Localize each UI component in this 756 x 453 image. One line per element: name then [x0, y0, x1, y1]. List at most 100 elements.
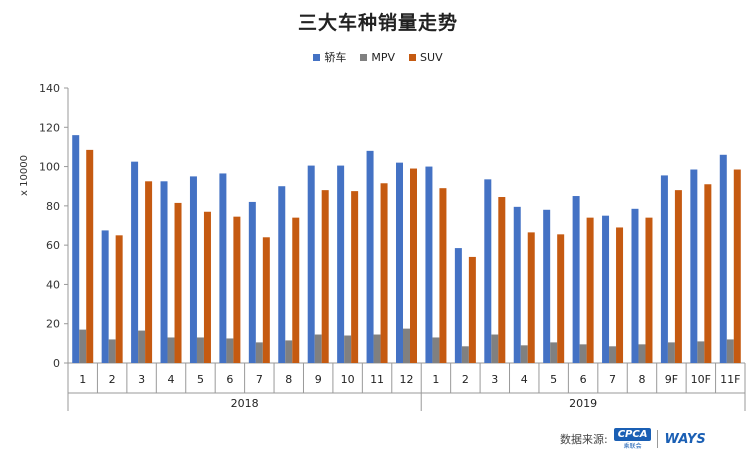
source-footer: 数据来源: CPCA 乘联会 WAYS	[560, 428, 706, 450]
legend-swatch-mpv	[360, 53, 368, 61]
legend-item-sedan: 轿车	[313, 49, 346, 65]
x-tick-label: 9F	[665, 373, 678, 386]
bar-suv	[498, 197, 506, 363]
x-tick-label: 1	[432, 373, 439, 386]
bar-suv	[115, 235, 123, 363]
bar-mpv	[108, 339, 116, 363]
bar-suv	[704, 184, 712, 363]
bar-suv	[292, 217, 300, 363]
legend: 轿车 MPV SUV	[0, 49, 756, 65]
bar-mpv	[226, 338, 234, 363]
x-tick-label: 11F	[720, 373, 740, 386]
bar-suv	[380, 183, 388, 363]
bar-sedan	[484, 179, 492, 363]
x-tick-label: 2	[462, 373, 469, 386]
bar-mpv	[373, 334, 381, 363]
bar-sedan	[602, 215, 610, 363]
bar-sedan	[248, 201, 256, 363]
bar-suv	[203, 211, 211, 363]
bar-mpv	[638, 344, 646, 363]
bar-suv	[616, 227, 624, 363]
bar-mpv	[403, 328, 410, 363]
bar-suv	[674, 190, 682, 363]
bar-mpv	[520, 345, 528, 363]
cpca-logo: CPCA 乘联会	[613, 428, 652, 450]
bar-mpv	[138, 330, 146, 363]
y-tick-label: 40	[46, 278, 60, 291]
x-tick-label: 10F	[691, 373, 711, 386]
bar-mpv	[667, 342, 675, 363]
bar-suv	[468, 256, 476, 363]
bar-sedan	[278, 186, 286, 363]
legend-item-suv: SUV	[409, 51, 443, 64]
x-group-label: 2018	[231, 397, 259, 410]
bar-mpv	[344, 335, 352, 363]
y-tick-label: 0	[53, 357, 60, 370]
x-tick-label: 5	[550, 373, 557, 386]
bar-suv	[645, 217, 653, 363]
y-tick-label: 60	[46, 239, 60, 252]
bar-suv	[145, 181, 153, 363]
bar-mpv	[285, 340, 293, 363]
bar-sedan	[425, 166, 433, 363]
x-tick-label: 2	[109, 373, 116, 386]
bar-mpv	[491, 334, 499, 363]
bar-sedan	[101, 230, 109, 363]
y-tick-label: 100	[39, 161, 60, 174]
bar-sedan	[307, 165, 315, 363]
x-tick-label: 1	[79, 373, 86, 386]
bar-suv	[410, 168, 417, 363]
y-axis-label: x 10000	[19, 155, 30, 196]
bar-suv	[557, 234, 565, 363]
bar-mpv	[609, 346, 617, 363]
bar-suv	[351, 191, 359, 363]
bar-sedan	[454, 248, 462, 363]
bar-sedan	[219, 173, 227, 363]
x-tick-label: 8	[285, 373, 292, 386]
y-tick-label: 80	[46, 200, 60, 213]
x-tick-label: 11	[370, 373, 384, 386]
x-tick-label: 10	[341, 373, 355, 386]
bar-mpv	[726, 339, 734, 363]
x-tick-label: 3	[491, 373, 498, 386]
bar-sedan	[72, 135, 80, 363]
y-tick-label: 120	[39, 121, 60, 134]
legend-item-mpv: MPV	[360, 51, 395, 64]
cpca-logo-text: CPCA	[613, 428, 652, 441]
x-tick-label: 9	[315, 373, 322, 386]
x-group-label: 2019	[569, 397, 597, 410]
bar-sedan	[513, 206, 521, 363]
source-label: 数据来源:	[560, 433, 608, 446]
legend-swatch-sedan	[313, 53, 321, 61]
bar-sedan	[366, 150, 374, 363]
x-tick-label: 7	[609, 373, 616, 386]
bar-mpv	[432, 337, 440, 363]
x-tick-label: 8	[638, 373, 645, 386]
legend-label-sedan: 轿车	[324, 51, 347, 64]
bar-sedan	[337, 165, 345, 363]
bar-mpv	[550, 342, 558, 363]
bar-sedan	[719, 154, 727, 363]
logo-divider	[657, 430, 659, 448]
y-tick-label: 20	[46, 318, 60, 331]
bar-suv	[439, 188, 447, 363]
y-tick-label: 140	[39, 82, 60, 95]
ways-logo: WAYS	[664, 431, 706, 447]
bar-suv	[733, 169, 741, 363]
cpca-logo-subtext: 乘联会	[623, 443, 642, 450]
bar-suv	[527, 232, 535, 363]
bar-sedan	[396, 162, 403, 363]
x-tick-label: 6	[580, 373, 587, 386]
x-tick-label: 4	[168, 373, 175, 386]
bar-suv	[233, 216, 241, 363]
bar-suv	[86, 149, 94, 363]
legend-label-suv: SUV	[420, 50, 443, 64]
bar-sedan	[690, 169, 698, 363]
x-tick-label: 12	[400, 373, 414, 386]
bar-suv	[174, 202, 182, 363]
x-tick-label: 3	[138, 373, 145, 386]
bar-mpv	[461, 346, 469, 363]
x-tick-label: 7	[256, 373, 263, 386]
legend-label-mpv: MPV	[371, 50, 396, 64]
